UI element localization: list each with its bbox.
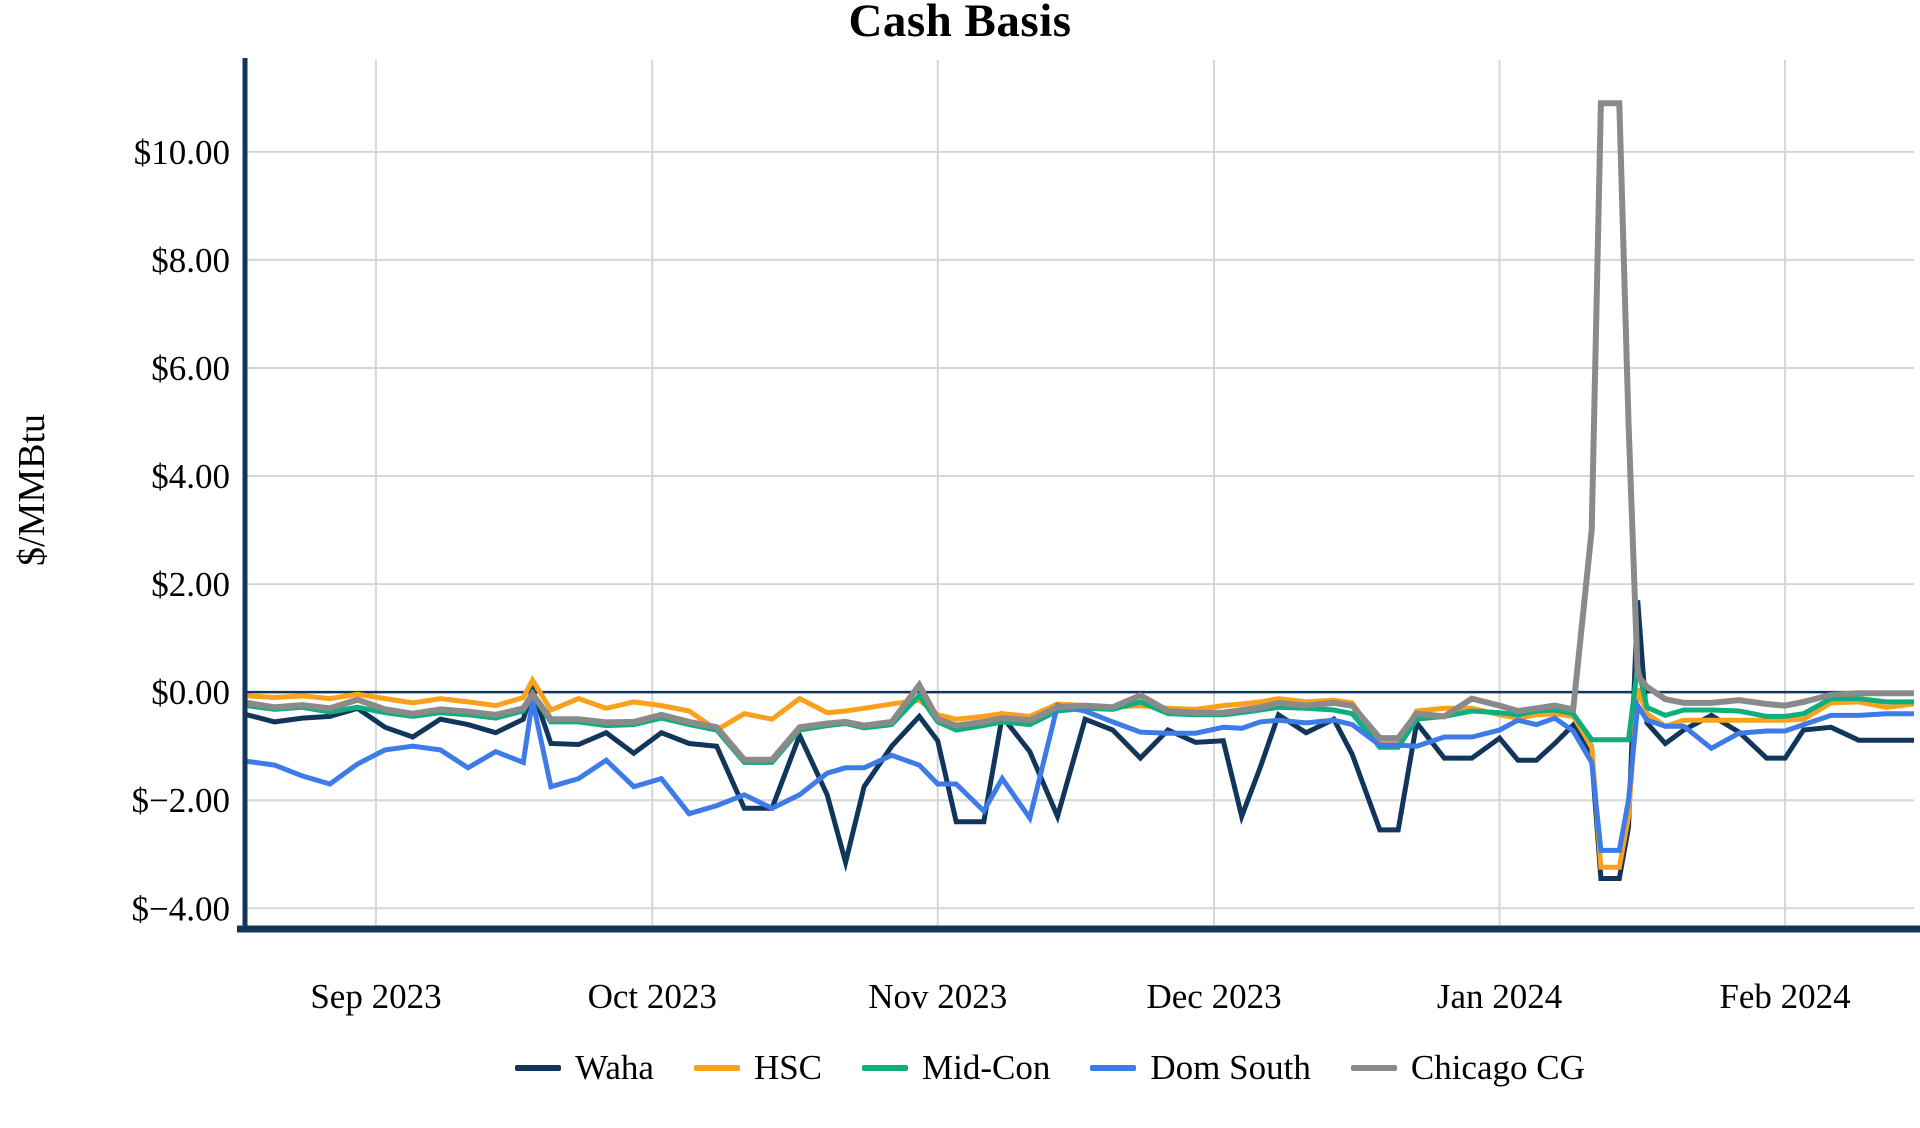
legend-label: Dom South bbox=[1150, 1048, 1311, 1087]
y-tick-label: $4.00 bbox=[151, 457, 230, 496]
legend-swatch bbox=[1090, 1065, 1137, 1071]
legend-item-waha: Waha bbox=[515, 1048, 654, 1088]
x-tick-label: Feb 2024 bbox=[1719, 977, 1850, 1016]
legend-swatch bbox=[693, 1065, 740, 1071]
y-tick-label: $10.00 bbox=[134, 133, 230, 172]
legend-swatch bbox=[862, 1065, 909, 1071]
legend-label: Mid-Con bbox=[922, 1048, 1051, 1087]
x-tick-label: Dec 2023 bbox=[1146, 977, 1281, 1016]
y-tick-label: $0.00 bbox=[151, 673, 230, 712]
legend-item-chicago-cg: Chicago CG bbox=[1350, 1048, 1585, 1088]
legend-swatch bbox=[1350, 1065, 1397, 1071]
x-tick-label: Sep 2023 bbox=[310, 977, 441, 1016]
x-tick-label: Nov 2023 bbox=[868, 977, 1007, 1016]
series-line-waha bbox=[247, 600, 1914, 881]
legend-label: Chicago CG bbox=[1410, 1048, 1585, 1087]
legend-item-mid-con: Mid-Con bbox=[862, 1048, 1050, 1088]
y-tick-label: $2.00 bbox=[151, 565, 230, 604]
y-tick-label: $−4.00 bbox=[132, 889, 231, 928]
legend-swatch bbox=[515, 1065, 562, 1071]
y-tick-label: $8.00 bbox=[151, 241, 230, 280]
legend-item-dom-south: Dom South bbox=[1090, 1048, 1311, 1088]
legend-label: Waha bbox=[575, 1048, 654, 1087]
series-line-chicago-cg bbox=[247, 100, 1914, 763]
chart-title: Cash Basis bbox=[848, 0, 1072, 47]
legend-label: HSC bbox=[753, 1048, 823, 1087]
x-tick-label: Oct 2023 bbox=[588, 977, 717, 1016]
series-line-dom-south bbox=[247, 698, 1914, 853]
legend-item-hsc: HSC bbox=[693, 1048, 823, 1088]
y-tick-label: $6.00 bbox=[151, 349, 230, 388]
legend: Waha HSC Mid-Con Dom South Chicago CG bbox=[0, 1048, 1920, 1088]
y-tick-label: $−2.00 bbox=[132, 781, 231, 820]
x-tick-label: Jan 2024 bbox=[1437, 977, 1562, 1016]
